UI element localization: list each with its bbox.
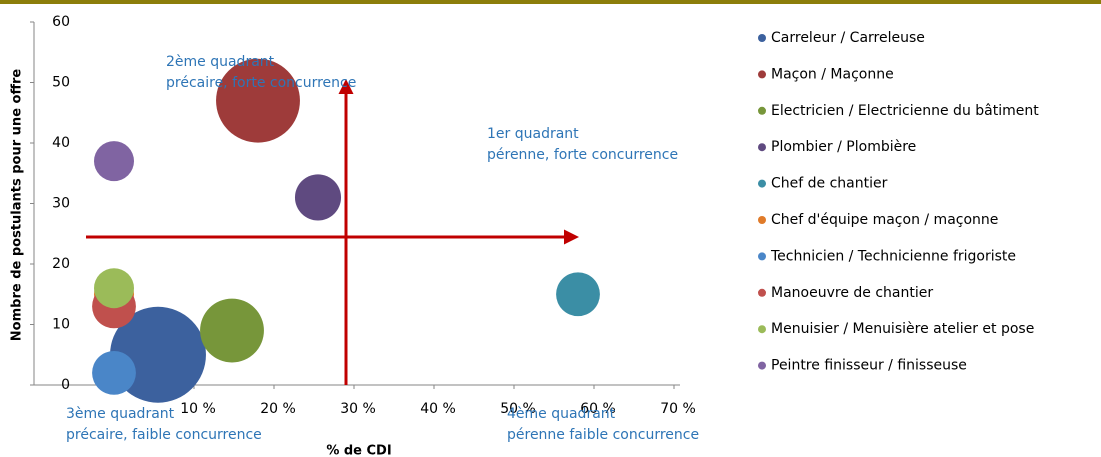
bubble bbox=[94, 268, 134, 309]
legend-label: Chef de chantier bbox=[771, 176, 888, 192]
legend-marker bbox=[758, 216, 766, 224]
x-tick-label: 20 % bbox=[260, 401, 296, 417]
legend-label: Technicien / Technicienne frigoriste bbox=[770, 248, 1016, 264]
bubble bbox=[216, 58, 300, 143]
x-tick-label: 70 % bbox=[660, 401, 696, 417]
x-axis-label: % de CDI bbox=[326, 444, 391, 457]
legend-label: Menuisier / Menuisière atelier et pose bbox=[771, 321, 1034, 337]
legend-marker bbox=[758, 325, 766, 334]
annotation: précaire, faible concurrence bbox=[66, 427, 262, 443]
annotation: 3ème quadrant bbox=[66, 406, 175, 422]
bubble bbox=[92, 350, 136, 395]
legend-label: Plombier / Plombière bbox=[771, 139, 916, 155]
legend-label: Maçon / Maçonne bbox=[771, 66, 894, 82]
y-tick-label: 30 bbox=[52, 196, 70, 212]
annotation: pérenne, forte concurrence bbox=[487, 147, 678, 163]
x-tick-label: 50 % bbox=[500, 401, 536, 417]
y-tick-label: 40 bbox=[52, 135, 70, 151]
y-tick-label: 0 bbox=[61, 377, 70, 393]
legend-marker bbox=[758, 288, 766, 297]
legend-label: Peintre finisseur / finisseuse bbox=[771, 358, 967, 374]
legend-label: Chef d'équipe maçon / maçonne bbox=[771, 212, 998, 228]
legend-marker bbox=[758, 70, 766, 79]
y-tick-label: 50 bbox=[52, 75, 70, 91]
y-tick-label: 20 bbox=[52, 256, 70, 272]
annotation: 4ème quadrant bbox=[507, 406, 616, 422]
bubble bbox=[94, 141, 134, 182]
bubble bbox=[556, 272, 600, 317]
x-tick-label: 30 % bbox=[340, 401, 376, 417]
legend-marker bbox=[758, 143, 766, 152]
y-tick-label: 10 bbox=[52, 317, 70, 333]
legend-marker bbox=[758, 106, 766, 115]
annotation: 1er quadrant bbox=[487, 126, 579, 142]
legend-marker bbox=[758, 252, 766, 261]
x-tick-label: 40 % bbox=[420, 401, 456, 417]
top-bar bbox=[0, 0, 1101, 4]
legend-label: Carreleur / Carreleuse bbox=[771, 30, 925, 46]
annotation: pérenne faible concurrence bbox=[507, 427, 699, 443]
x-tick-label: 60 % bbox=[580, 401, 616, 417]
y-tick-label: 60 bbox=[52, 14, 70, 30]
bubble bbox=[294, 174, 342, 221]
legend-marker bbox=[758, 34, 766, 42]
legend-marker bbox=[758, 361, 766, 370]
legend-marker bbox=[758, 179, 766, 188]
annotation: 2ème quadrant bbox=[166, 54, 275, 70]
legend-label: Manoeuvre de chantier bbox=[771, 285, 933, 301]
annotation: précaire, forte concurrence bbox=[166, 75, 356, 91]
legend-label: Electricien / Electricienne du bâtiment bbox=[771, 103, 1039, 119]
x-tick-label: 10 % bbox=[180, 401, 216, 417]
bubble bbox=[200, 298, 264, 363]
y-axis-label: Nombre de postulants pour une offre bbox=[10, 69, 25, 342]
